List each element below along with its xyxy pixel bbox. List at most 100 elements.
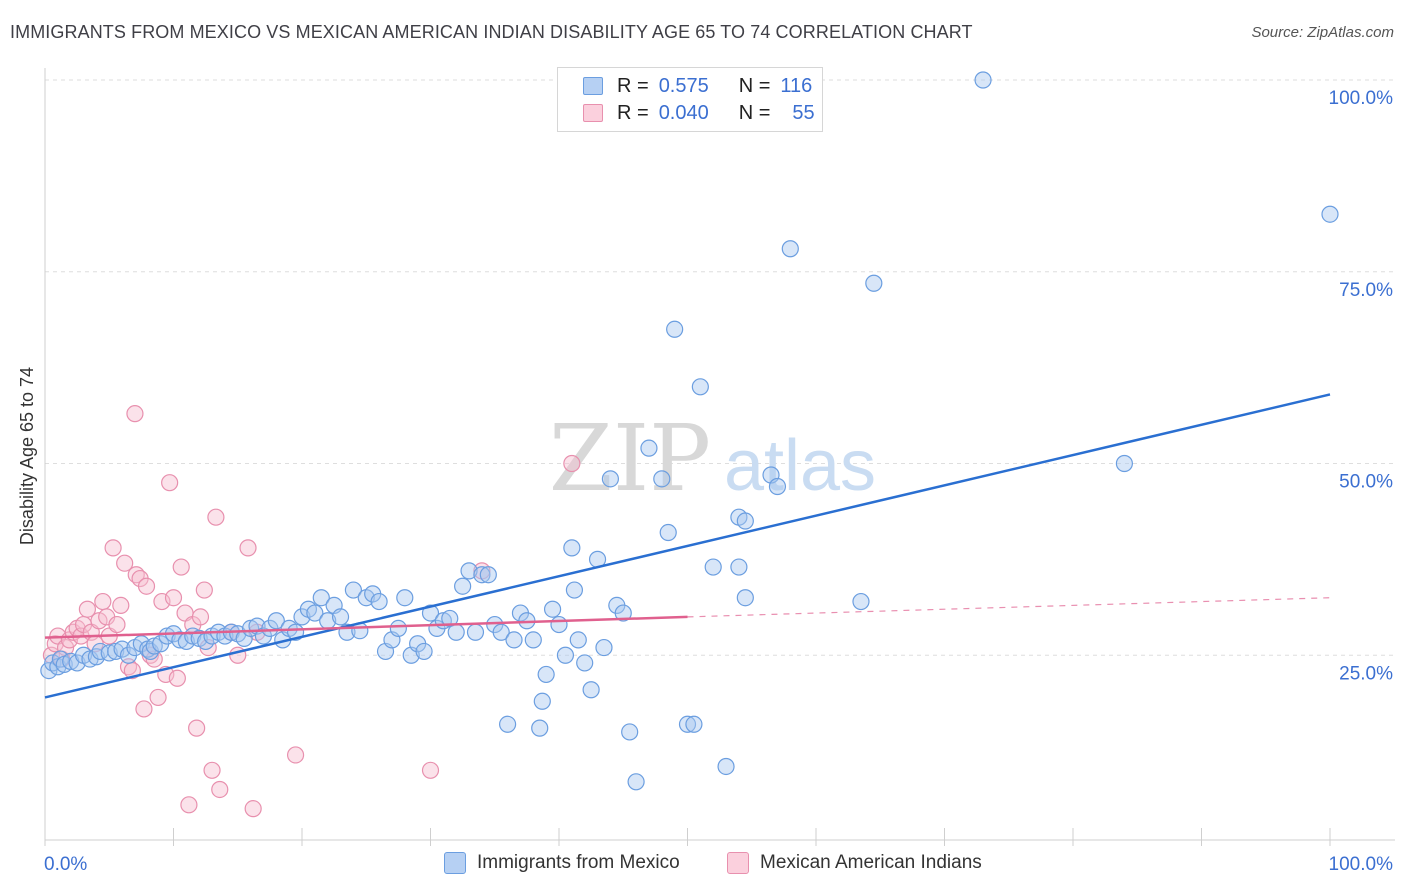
point-mexican-american-indians <box>116 554 134 572</box>
point-immigrants-from-mexico <box>678 715 697 733</box>
point-immigrants-from-mexico <box>550 615 568 634</box>
point-mexican-american-indians <box>90 612 108 630</box>
point-immigrants-from-mexico <box>565 581 584 599</box>
point-immigrants-from-mexico <box>113 640 131 658</box>
point-mexican-american-indians <box>137 577 156 595</box>
point-mexican-american-indians <box>421 761 440 779</box>
legend-swatch-blue <box>583 77 603 95</box>
point-immigrants-from-mexico <box>466 623 485 641</box>
bottom-legend-swatch-blue <box>444 852 466 874</box>
point-mexican-american-indians <box>195 581 213 599</box>
y-tick-label: 25.0% <box>1339 663 1393 684</box>
point-immigrants-from-mexico <box>499 715 517 733</box>
point-mexican-american-indians <box>180 796 198 814</box>
legend-row-indians: R = 0.040 N = 55 <box>583 101 815 125</box>
point-immigrants-from-mexico <box>306 604 324 622</box>
trend-line-indians-extension <box>687 597 1331 618</box>
point-immigrants-from-mexico <box>601 470 620 488</box>
source-label: Source: ZipAtlas.com <box>1251 24 1394 41</box>
point-mexican-american-indians <box>244 800 262 818</box>
point-immigrants-from-mexico <box>396 589 414 607</box>
point-immigrants-from-mexico <box>730 558 748 576</box>
bottom-legend-swatch-pink <box>727 852 749 874</box>
legend-r-value: 0.575 <box>658 74 709 97</box>
point-immigrants-from-mexico <box>781 240 799 258</box>
point-immigrants-from-mexico <box>531 719 549 737</box>
legend-n-label: N = <box>738 101 771 124</box>
point-immigrants-from-mexico <box>331 608 350 626</box>
point-immigrants-from-mexico <box>505 631 523 649</box>
point-mexican-american-indians <box>286 746 305 764</box>
point-immigrants-from-mexico <box>533 692 551 710</box>
point-immigrants-from-mexico <box>389 619 407 638</box>
point-immigrants-from-mexico <box>627 773 645 791</box>
legend-n-label: N = <box>738 74 771 97</box>
bottom-legend-label: Mexican American Indians <box>760 852 982 873</box>
y-axis-label: Disability Age 65 to 74 <box>17 367 37 545</box>
point-immigrants-from-mexico <box>736 589 754 607</box>
point-immigrants-from-mexico <box>691 378 709 396</box>
bottom-legend-label: Immigrants from Mexico <box>477 852 680 873</box>
point-mexican-american-indians <box>191 608 210 626</box>
point-immigrants-from-mexico <box>563 539 581 557</box>
point-mexican-american-indians <box>161 474 179 492</box>
point-mexican-american-indians <box>149 688 167 707</box>
point-immigrants-from-mexico <box>595 638 613 657</box>
point-immigrants-from-mexico <box>524 631 542 649</box>
point-immigrants-from-mexico <box>653 470 671 488</box>
point-immigrants-from-mexico <box>100 644 118 662</box>
point-immigrants-from-mexico <box>659 523 677 542</box>
point-immigrants-from-mexico <box>421 604 440 622</box>
point-mexican-american-indians <box>104 539 122 557</box>
point-immigrants-from-mexico <box>171 631 189 649</box>
chart-title: IMMIGRANTS FROM MEXICO VS MEXICAN AMERIC… <box>10 22 973 42</box>
legend-swatch-pink <box>583 104 603 122</box>
point-mexican-american-indians <box>164 589 183 607</box>
watermark-atlas: atlas <box>724 426 876 506</box>
point-immigrants-from-mexico <box>685 715 703 733</box>
point-immigrants-from-mexico <box>460 562 478 580</box>
point-immigrants-from-mexico <box>267 612 285 630</box>
axes <box>44 68 1395 846</box>
point-immigrants-from-mexico <box>704 558 722 576</box>
point-immigrants-from-mexico <box>1321 205 1339 223</box>
point-immigrants-from-mexico <box>621 723 639 741</box>
point-immigrants-from-mexico <box>415 642 433 661</box>
bottom-legend-indians: Mexican American Indians <box>727 852 982 874</box>
point-mexican-american-indians <box>239 539 257 557</box>
tick-labels: 25.0% 50.0% 75.0% 100.0% 0.0% 100.0% Disabilit… <box>17 88 1393 875</box>
trend-lines <box>44 393 1331 699</box>
y-tick-label: 50.0% <box>1339 472 1393 493</box>
point-immigrants-from-mexico <box>344 581 362 599</box>
point-mexican-american-indians <box>108 615 126 634</box>
point-immigrants-from-mexico <box>479 566 497 584</box>
legend-n-value: 116 <box>780 74 813 97</box>
point-immigrants-from-mexico <box>543 600 562 618</box>
point-immigrants-from-mexico <box>865 274 883 292</box>
point-immigrants-from-mexico <box>736 512 754 530</box>
point-immigrants-from-mexico <box>614 604 632 622</box>
legend-row-immigrants: R = 0.575 N = 116 <box>583 74 812 98</box>
legend-r-value: 0.040 <box>658 101 709 124</box>
point-mexican-american-indians <box>188 719 206 737</box>
y-tick-label: 100.0% <box>1329 88 1394 109</box>
point-immigrants-from-mexico <box>370 592 388 611</box>
trend-line-immigrants <box>44 393 1331 699</box>
point-immigrants-from-mexico <box>454 577 472 595</box>
x-tick-label: 100.0% <box>1329 854 1394 875</box>
stats-legend: R = 0.575 N = 116 R = 0.040 N = 55 <box>557 67 823 132</box>
point-mexican-american-indians <box>172 558 190 576</box>
point-immigrants-from-mexico <box>537 665 555 684</box>
point-immigrants-from-mexico <box>441 609 459 628</box>
point-immigrants-from-mexico <box>852 592 870 611</box>
point-mexican-american-indians <box>207 508 225 526</box>
y-tick-label: 75.0% <box>1339 280 1393 301</box>
point-immigrants-from-mexico <box>312 589 330 607</box>
x-tick-label: 0.0% <box>44 854 87 875</box>
legend-r-label: R = <box>617 74 649 97</box>
point-immigrants-from-mexico <box>473 566 491 584</box>
point-mexican-american-indians <box>78 600 97 618</box>
bottom-legend-immigrants: Immigrants from Mexico <box>444 852 680 874</box>
point-mexican-american-indians <box>563 454 581 473</box>
